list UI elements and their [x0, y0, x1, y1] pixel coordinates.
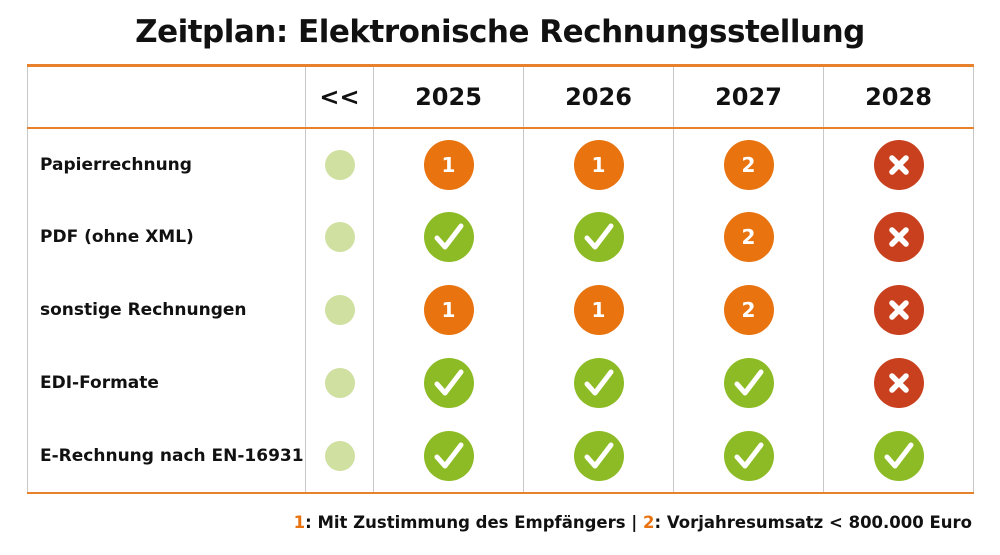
status-cell: [523, 200, 674, 274]
legend: 1: Mit Zustimmung des Empfängers | 2: Vo…: [294, 513, 972, 532]
status-cell: 2: [673, 200, 824, 274]
dot-icon: [324, 368, 355, 398]
schedule-table: << 2025 2026 2027 2028 Papierrechnung 1 1 2 PDF …: [27, 64, 974, 494]
dot-icon: [324, 222, 355, 252]
row-label: EDI-Formate: [27, 346, 306, 420]
status-cell: 2: [673, 273, 824, 347]
status-cell: 1: [373, 273, 524, 347]
status-cell: [305, 127, 374, 201]
status-cell: [673, 346, 824, 420]
cross-icon: [873, 285, 924, 335]
page-title: Zeitplan: Elektronische Rechnungsstellun…: [135, 14, 865, 50]
status-cell: [673, 419, 824, 494]
status-cell: [373, 346, 524, 420]
header-row: << 2025 2026 2027 2028: [27, 64, 974, 129]
dot-icon: [324, 440, 355, 471]
cross-icon: [873, 212, 924, 262]
status-cell: [305, 273, 374, 347]
status-cell: [523, 346, 674, 420]
row-label: PDF (ohne XML): [27, 200, 306, 274]
condition-badge: 2: [723, 285, 774, 335]
status-cell: [823, 200, 974, 274]
legend-text-2: : Vorjahresumsatz < 800.000 Euro: [654, 513, 972, 532]
status-cell: [823, 127, 974, 201]
status-cell: [305, 200, 374, 274]
status-cell: [373, 419, 524, 494]
status-cell: 1: [523, 127, 674, 201]
column-header: 2028: [823, 64, 974, 129]
check-icon: [573, 212, 624, 262]
check-icon: [423, 212, 474, 262]
status-cell: 1: [523, 273, 674, 347]
table-body: Papierrechnung 1 1 2 PDF (ohne XML) 2 sonstige…: [27, 127, 974, 494]
check-icon: [423, 430, 474, 481]
status-cell: [823, 273, 974, 347]
row-label: Papierrechnung: [27, 127, 306, 201]
condition-badge: 1: [423, 139, 474, 190]
legend-number-1: 1: [293, 513, 306, 532]
table-row: Papierrechnung 1 1 2: [27, 127, 974, 201]
status-cell: [823, 346, 974, 420]
column-header: 2027: [673, 64, 824, 129]
table-row: PDF (ohne XML) 2: [27, 200, 974, 274]
status-cell: 1: [373, 127, 524, 201]
condition-badge: 1: [573, 139, 624, 190]
check-icon: [873, 430, 924, 481]
condition-badge: 2: [723, 139, 774, 190]
condition-badge: 2: [723, 212, 774, 262]
column-header: [27, 64, 306, 129]
row-label: sonstige Rechnungen: [27, 273, 306, 347]
dot-icon: [324, 149, 355, 180]
condition-badge: 1: [423, 285, 474, 335]
table-row: EDI-Formate: [27, 346, 974, 420]
column-header: 2026: [523, 64, 674, 129]
legend-number-2: 2: [643, 513, 655, 532]
column-header: <<: [305, 64, 374, 129]
cross-icon: [873, 358, 924, 408]
cross-icon: [873, 139, 924, 190]
legend-text-1: : Mit Zustimmung des Empfängers |: [305, 513, 644, 532]
status-cell: [373, 200, 524, 274]
status-cell: 2: [673, 127, 824, 201]
dot-icon: [324, 295, 355, 325]
condition-badge: 1: [573, 285, 624, 335]
table-row: sonstige Rechnungen 1 1 2: [27, 273, 974, 347]
status-cell: [305, 346, 374, 420]
row-label: E-Rechnung nach EN-16931: [27, 419, 306, 494]
table-row: E-Rechnung nach EN-16931: [27, 419, 974, 494]
check-icon: [723, 358, 774, 408]
column-header: 2025: [373, 64, 524, 129]
status-cell: [823, 419, 974, 494]
status-cell: [305, 419, 374, 494]
check-icon: [573, 358, 624, 408]
check-icon: [423, 358, 474, 408]
check-icon: [573, 430, 624, 481]
status-cell: [523, 419, 674, 494]
check-icon: [723, 430, 774, 481]
